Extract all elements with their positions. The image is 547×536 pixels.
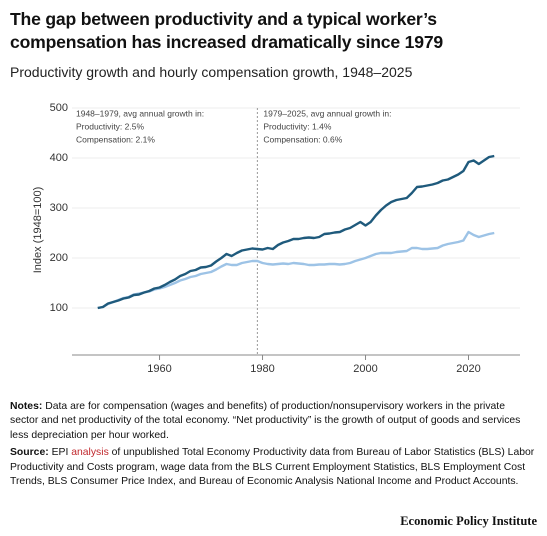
series-line	[97, 230, 495, 310]
annotation: 1979–2025, avg annual growth in:	[263, 108, 391, 118]
x-tick-label: 2000	[353, 363, 377, 375]
x-tick-label: 1980	[250, 363, 274, 375]
annotation: Productivity: 2.5%	[76, 121, 144, 131]
notes: Notes: Data are for compensation (wages …	[10, 400, 535, 443]
y-tick-label: 100	[50, 302, 68, 314]
y-tick-label: 200	[50, 252, 68, 264]
y-axis-title: Index (1948=100)	[32, 187, 44, 274]
annotation: 1948–1979, avg annual growth in:	[76, 108, 204, 118]
y-tick-label: 300	[50, 202, 68, 214]
source-text: of unpublished Total Economy Productivit…	[10, 447, 535, 488]
chart-subtitle: Productivity growth and hourly compensat…	[10, 64, 413, 80]
notes-block: Notes: Data are for compensation (wages …	[10, 400, 535, 492]
source-link[interactable]: analysis	[71, 447, 109, 459]
y-tick-label: 500	[50, 102, 68, 114]
chart-title: The gap between productivity and a typic…	[10, 9, 443, 52]
footer: Economic Policy Institute	[400, 514, 537, 528]
notes-text: Data are for compensation (wages and ben…	[10, 401, 521, 441]
notes-label: Notes:	[10, 401, 43, 412]
y-tick-label: 400	[50, 152, 68, 164]
x-tick-label: 1960	[147, 363, 171, 375]
annotation: Productivity: 1.4%	[263, 121, 331, 131]
annotation: Compensation: 2.1%	[76, 134, 155, 144]
source-text: EPI	[51, 447, 69, 459]
series-line	[97, 154, 495, 310]
chart: Index (1948=100) 100 200 300 400 500 1960 1980…	[32, 102, 520, 375]
annotation: Compensation: 0.6%	[263, 134, 342, 144]
source-label: Source:	[10, 447, 49, 459]
x-tick-label: 2020	[456, 363, 480, 375]
source: Source: EPI analysis of unpublished Tota…	[10, 446, 535, 489]
